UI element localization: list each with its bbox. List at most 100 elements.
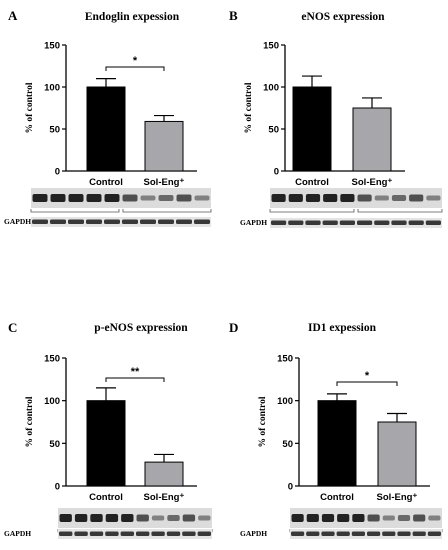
blot-band xyxy=(194,195,210,201)
blot-band xyxy=(105,514,119,522)
blot-band xyxy=(151,515,165,521)
panel-title: eNOS expression xyxy=(301,11,385,23)
gapdh-blot xyxy=(31,217,211,227)
gapdh-band xyxy=(74,531,88,536)
blot-band xyxy=(428,515,441,521)
gapdh-band xyxy=(425,220,441,225)
gapdh-band xyxy=(89,531,104,536)
gapdh-band xyxy=(120,531,134,536)
category-label: Control xyxy=(295,177,329,188)
blot-band xyxy=(86,194,102,202)
y-tick-label: 50 xyxy=(268,125,279,136)
gapdh-band xyxy=(391,220,407,225)
blot-band xyxy=(167,515,180,521)
blot-background xyxy=(58,508,212,528)
category-label: Sol-Eng⁺ xyxy=(377,492,418,503)
gapdh-band xyxy=(408,220,424,225)
gapdh-band xyxy=(68,219,84,224)
gapdh-band xyxy=(291,531,305,536)
gapdh-band xyxy=(357,220,373,225)
gapdh-band xyxy=(412,531,426,536)
blot-band xyxy=(158,195,174,201)
gapdh-band xyxy=(305,220,321,225)
gapdh-band xyxy=(336,531,350,536)
gapdh-label: GAPDH xyxy=(4,217,31,226)
bar-control xyxy=(317,400,357,487)
significance-marker: * xyxy=(133,55,138,67)
gapdh-band xyxy=(367,531,381,536)
blot-band xyxy=(340,194,355,202)
blot-band xyxy=(74,514,88,522)
blot-background xyxy=(290,508,442,528)
western-blot xyxy=(269,188,443,213)
western-blot xyxy=(289,508,443,533)
bar-sol-eng xyxy=(352,107,392,172)
y-tick-label: 150 xyxy=(277,354,293,365)
blot-band xyxy=(291,514,304,522)
blot-band xyxy=(357,194,372,202)
blot-band xyxy=(198,515,211,521)
panel-title: ID1 expession xyxy=(308,322,377,334)
y-axis-label: % of control xyxy=(25,396,35,447)
blot-background xyxy=(31,188,211,208)
y-axis-label: % of control xyxy=(244,82,254,133)
y-tick-label: 150 xyxy=(44,41,60,52)
blot-band xyxy=(271,194,286,202)
gapdh-band xyxy=(122,219,138,224)
significance-bracket xyxy=(336,381,398,386)
blot-band xyxy=(323,194,338,202)
panel-letter: C xyxy=(8,320,17,335)
significance-bracket xyxy=(105,66,165,71)
gapdh-band xyxy=(158,219,174,224)
gapdh-band xyxy=(197,531,211,536)
y-tick-label: 0 xyxy=(55,482,60,493)
significance-marker: * xyxy=(365,370,370,382)
category-label: Control xyxy=(89,177,123,188)
blot-band xyxy=(136,514,149,522)
blot-group-bracket xyxy=(269,209,355,213)
blot-band xyxy=(121,514,134,522)
gapdh-band xyxy=(32,219,48,224)
y-tick-label: 50 xyxy=(49,125,60,136)
gapdh-band xyxy=(427,531,441,536)
blot-band xyxy=(337,514,350,522)
blot-band xyxy=(68,194,84,202)
blot-group-bracket xyxy=(122,209,212,213)
bar-sol-eng xyxy=(144,461,184,487)
gapdh-blot xyxy=(58,529,212,539)
panel-letter: D xyxy=(229,320,238,335)
blot-group-bracket xyxy=(30,209,120,213)
y-tick-label: 0 xyxy=(274,167,279,178)
blot-band xyxy=(182,514,196,522)
blot-band xyxy=(176,194,192,202)
gapdh-band xyxy=(166,531,181,536)
gapdh-band xyxy=(194,219,210,224)
blot-band xyxy=(382,515,395,521)
gapdh-label: GAPDH xyxy=(240,529,267,538)
gapdh-band xyxy=(288,220,304,225)
blot-band xyxy=(32,194,48,202)
gapdh-band xyxy=(374,220,390,225)
gapdh-background xyxy=(270,218,442,228)
y-tick-label: 100 xyxy=(44,396,60,407)
blot-band xyxy=(50,194,66,202)
gapdh-band xyxy=(105,531,119,536)
gapdh-blot xyxy=(290,529,442,539)
gapdh-band xyxy=(50,219,66,224)
blot-band xyxy=(59,514,72,522)
blot-band xyxy=(288,194,303,202)
blot-band xyxy=(140,195,156,201)
gapdh-band xyxy=(306,531,320,536)
panel-letter: B xyxy=(229,8,238,23)
panel-title: Endoglin expession xyxy=(85,11,180,23)
blot-band xyxy=(374,195,389,201)
gapdh-label: GAPDH xyxy=(240,218,267,227)
y-tick-label: 50 xyxy=(49,439,60,450)
gapdh-band xyxy=(271,220,287,225)
bar-sol-eng xyxy=(377,421,417,487)
y-tick-label: 0 xyxy=(55,167,60,178)
gapdh-band xyxy=(176,219,192,224)
